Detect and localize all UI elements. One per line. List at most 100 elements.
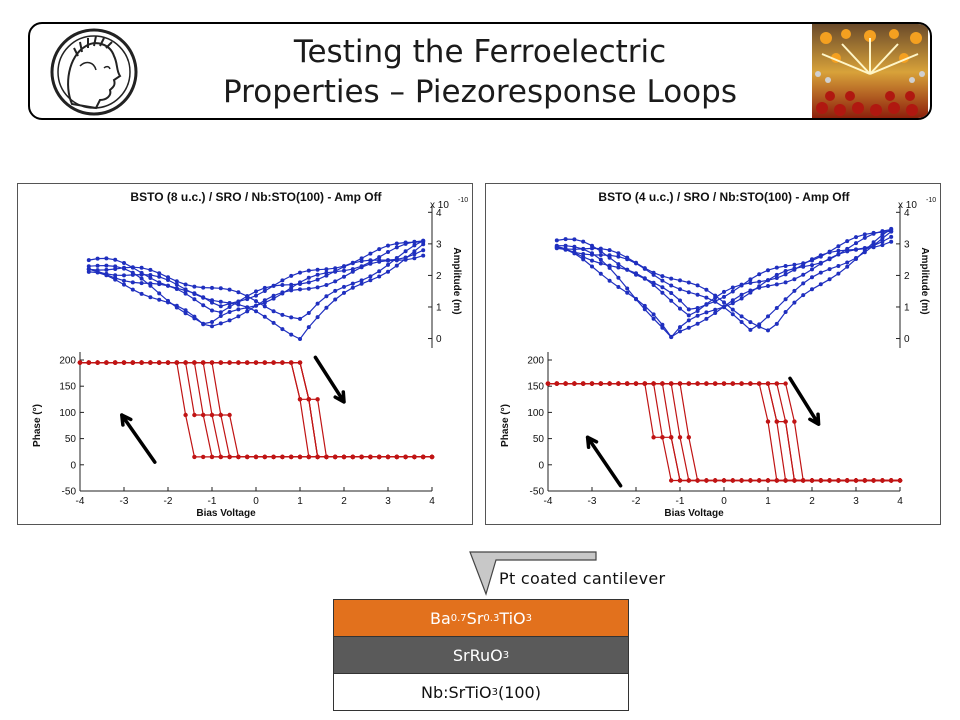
- phase-y-tick-label: 100: [527, 408, 544, 419]
- phase-point: [704, 478, 709, 483]
- amplitude-point: [368, 278, 373, 283]
- amplitude-point: [342, 274, 346, 279]
- x-tick-label: -2: [632, 496, 641, 507]
- amplitude-point: [218, 299, 223, 304]
- amplitude-point: [280, 327, 285, 332]
- amplitude-point: [704, 302, 709, 307]
- amplitude-point: [862, 248, 867, 253]
- amplitude-point: [704, 287, 709, 292]
- amplitude-point: [86, 258, 91, 263]
- amplitude-point: [748, 320, 753, 325]
- amplitude-point: [607, 248, 612, 253]
- amplitude-point: [245, 305, 250, 310]
- amplitude-point: [130, 287, 135, 292]
- amplitude-point: [774, 272, 779, 277]
- phase-point: [836, 478, 841, 483]
- cantilever-label: Pt coated cantilever: [499, 569, 666, 588]
- amplitude-point: [271, 283, 276, 288]
- amplitude-point: [201, 303, 206, 308]
- amplitude-point: [810, 287, 814, 292]
- phase-point: [845, 478, 850, 483]
- phase-point: [324, 454, 329, 460]
- phase-point: [368, 454, 373, 460]
- phase-point: [201, 454, 206, 460]
- amplitude-point: [377, 258, 382, 263]
- amplitude-point: [210, 320, 214, 324]
- phase-point: [209, 454, 215, 460]
- amplitude-point: [651, 316, 656, 321]
- amplitude-point: [554, 243, 559, 248]
- amplitude-y-tick-label: 4: [904, 208, 910, 219]
- sro-sub: 3: [502, 649, 510, 661]
- chart-panel-4uc: BSTO (4 u.c.) / SRO / Nb:STO(100) - Amp …: [485, 183, 941, 525]
- phase-point: [315, 454, 320, 460]
- amplitude-point: [218, 310, 223, 315]
- phase-point: [660, 435, 665, 440]
- phase-point: [774, 381, 779, 386]
- amplitude-point: [280, 312, 285, 317]
- piezoresponse-chart-8uc: BSTO (8 u.c.) / SRO / Nb:STO(100) - Amp …: [32, 190, 468, 519]
- phase-point: [394, 454, 399, 460]
- amplitude-point: [174, 305, 179, 310]
- amplitude-point: [766, 284, 770, 288]
- phase-series-line: [80, 362, 432, 458]
- chart-title: BSTO (4 u.c.) / SRO / Nb:STO(100) - Amp …: [598, 190, 850, 204]
- phase-point: [306, 397, 311, 402]
- phase-y-tick-label: 200: [59, 356, 76, 367]
- amplitude-point: [590, 243, 594, 248]
- phase-point: [359, 454, 364, 460]
- phase-point: [713, 478, 718, 483]
- phase-point: [686, 478, 691, 483]
- x-tick-label: 0: [721, 496, 727, 507]
- phase-point: [765, 381, 771, 386]
- amplitude-point: [412, 240, 417, 245]
- title-line-1: Testing the Ferroelectric: [293, 34, 667, 70]
- x-tick-label: 2: [809, 496, 815, 507]
- amplitude-point: [854, 241, 858, 246]
- phase-point: [333, 454, 338, 460]
- phase-point: [669, 478, 674, 483]
- phase-point: [721, 478, 727, 483]
- amplitude-point: [889, 229, 894, 234]
- cantilever-icon: [469, 551, 597, 596]
- amplitude-point: [774, 321, 779, 326]
- amplitude-point: [722, 289, 726, 294]
- phase-point: [86, 360, 92, 365]
- phase-point: [695, 478, 700, 483]
- phase-point: [236, 454, 241, 460]
- amplitude-point: [730, 307, 735, 312]
- phase-point: [563, 381, 568, 386]
- amplitude-point: [298, 316, 302, 321]
- amplitude-point: [616, 251, 621, 256]
- phase-point: [677, 478, 683, 483]
- amplitude-point: [333, 266, 338, 271]
- phase-point: [862, 478, 867, 483]
- phase-point: [95, 360, 100, 365]
- phase-point: [871, 478, 876, 483]
- amplitude-point: [739, 292, 744, 297]
- amplitude-point: [95, 263, 100, 268]
- phase-point: [801, 478, 806, 483]
- amplitude-point: [774, 276, 779, 280]
- crystal-lattice-image: [812, 24, 928, 118]
- amplitude-point: [262, 300, 267, 305]
- amplitude-point: [783, 272, 788, 277]
- phase-y-label: Phase (°): [500, 404, 511, 447]
- amplitude-point: [183, 288, 188, 293]
- amplitude-point: [810, 275, 814, 280]
- phase-point: [245, 360, 250, 365]
- amplitude-point: [148, 276, 153, 280]
- amplitude-point: [104, 267, 109, 272]
- amplitude-point: [642, 303, 647, 308]
- phase-point: [306, 454, 311, 460]
- phase-y-tick-label: 0: [70, 460, 76, 471]
- x-tick-label: -1: [676, 496, 685, 507]
- phase-point: [262, 360, 267, 365]
- amplitude-point: [642, 266, 647, 271]
- phase-point: [201, 412, 206, 418]
- amplitude-point: [148, 295, 153, 300]
- amplitude-point: [625, 267, 630, 272]
- amplitude-point: [757, 324, 762, 329]
- phase-point: [341, 454, 347, 460]
- amplitude-point: [306, 268, 311, 273]
